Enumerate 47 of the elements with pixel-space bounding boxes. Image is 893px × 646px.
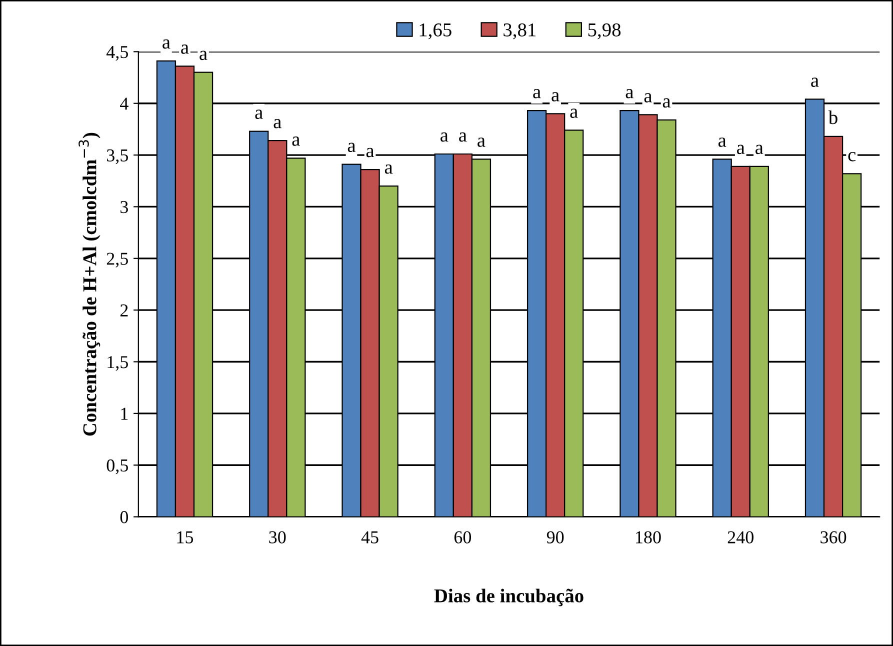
x-axis-title: Dias de incubação [434, 588, 584, 606]
annotation: a [718, 138, 726, 147]
annotation: a [570, 108, 578, 118]
legend-label: 3,81 [504, 23, 536, 40]
annotation: a [459, 132, 467, 142]
y-tick-label: 4,5 [106, 46, 128, 61]
annotation: a [626, 88, 634, 98]
annotation: a [181, 44, 189, 54]
x-tick-label: 240 [728, 531, 754, 544]
y-tick-label: 0,5 [106, 459, 128, 474]
annotation: b [828, 110, 838, 124]
x-tick-label: 90 [546, 531, 564, 544]
x-tick-label: 15 [177, 531, 194, 544]
y-tick-label: 1 [121, 408, 128, 420]
y-tick-label: 3 [120, 201, 128, 214]
annotation: a [478, 138, 486, 147]
y-tick-label: 3,5 [106, 149, 128, 164]
annotation: a [552, 92, 560, 102]
annotation: a [662, 98, 671, 108]
text: a [162, 39, 170, 49]
annotation: a [292, 136, 300, 146]
legend-label: 1,65 [420, 23, 452, 40]
x-tick-label: 30 [269, 531, 286, 544]
y-tick-label: 0 [120, 511, 128, 524]
annotation: c [848, 152, 856, 162]
annotation: a [366, 148, 374, 158]
annotation: a [440, 132, 448, 142]
y-tick-label: 4 [120, 98, 128, 110]
x-tick-label: 45 [361, 531, 378, 544]
annotation: a [533, 88, 541, 98]
annotation: a [756, 144, 764, 154]
annotation: a [384, 164, 393, 174]
legend-label: 5,98 [588, 23, 621, 40]
annotation: a [200, 50, 208, 60]
y-axis-title: Concentração de H+Al (cmolcdm$^{−3}$) [78, 132, 100, 436]
x-tick-label: 180 [636, 531, 661, 544]
annotation: a [644, 93, 652, 102]
annotation: a [255, 110, 263, 119]
y-tick-label: 2 [120, 304, 128, 316]
annotation: a [348, 142, 356, 152]
annotation: a [811, 78, 819, 87]
y-tick-label: 2,5 [106, 252, 128, 268]
y-tick-label: 1,5 [108, 356, 128, 371]
x-tick-label: 360 [820, 531, 846, 544]
x-tick-label: 60 [454, 531, 472, 544]
annotation: a [737, 144, 745, 154]
annotation: a [274, 118, 282, 128]
